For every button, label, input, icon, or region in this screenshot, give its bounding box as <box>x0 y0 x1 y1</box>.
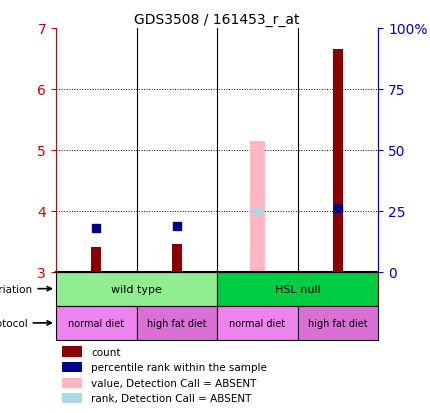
FancyBboxPatch shape <box>56 306 137 340</box>
Text: HSL null: HSL null <box>275 284 321 294</box>
Text: wild type: wild type <box>111 284 162 294</box>
Title: GDS3508 / 161453_r_at: GDS3508 / 161453_r_at <box>135 12 300 26</box>
FancyBboxPatch shape <box>298 306 378 340</box>
Text: count: count <box>91 347 121 357</box>
Text: normal diet: normal diet <box>68 318 124 328</box>
Bar <box>62 362 82 373</box>
Text: rank, Detection Call = ABSENT: rank, Detection Call = ABSENT <box>91 393 252 403</box>
FancyBboxPatch shape <box>217 306 298 340</box>
Bar <box>333 50 343 272</box>
FancyBboxPatch shape <box>217 272 378 306</box>
Bar <box>172 244 182 272</box>
Text: normal diet: normal diet <box>229 318 286 328</box>
Text: high fat diet: high fat diet <box>308 318 368 328</box>
Bar <box>62 393 82 404</box>
FancyBboxPatch shape <box>137 306 217 340</box>
Text: high fat diet: high fat diet <box>147 318 207 328</box>
Text: protocol: protocol <box>0 318 51 328</box>
Bar <box>62 347 82 357</box>
Bar <box>250 141 265 272</box>
Bar <box>62 377 82 388</box>
Text: genotype/variation: genotype/variation <box>0 284 51 294</box>
Text: value, Detection Call = ABSENT: value, Detection Call = ABSENT <box>91 378 257 388</box>
FancyBboxPatch shape <box>56 272 217 306</box>
Bar <box>91 247 101 272</box>
Text: percentile rank within the sample: percentile rank within the sample <box>91 362 267 372</box>
